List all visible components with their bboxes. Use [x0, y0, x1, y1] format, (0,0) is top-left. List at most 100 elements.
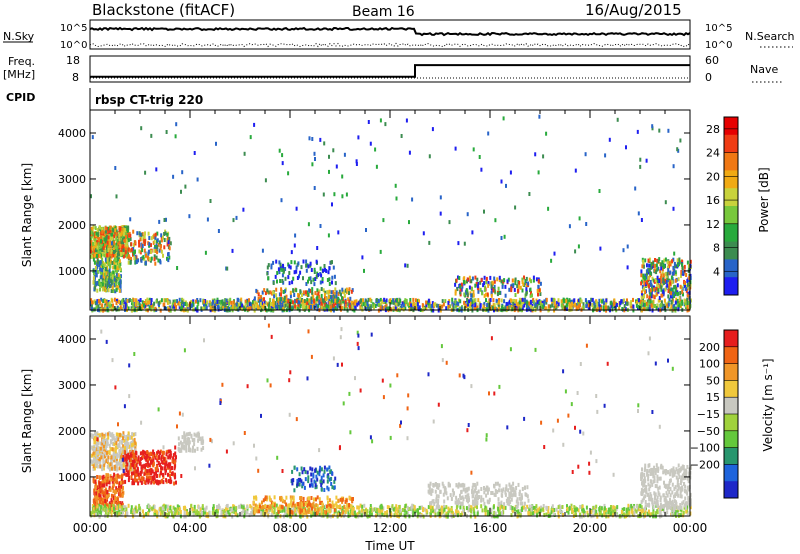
- range-cell: [156, 474, 158, 478]
- range-cell: [430, 304, 433, 308]
- range-cell: [649, 271, 652, 276]
- range-cell: [122, 248, 125, 252]
- range-cell: [502, 307, 505, 312]
- range-cell: [172, 505, 175, 510]
- range-cell: [105, 253, 107, 258]
- range-cell: [188, 214, 191, 219]
- range-cell: [348, 299, 351, 304]
- range-cell: [650, 265, 653, 270]
- range-cell: [669, 288, 671, 293]
- range-cell: [294, 304, 297, 309]
- range-cell: [261, 301, 263, 306]
- range-cell: [646, 294, 649, 299]
- colorbar-segment: [724, 188, 738, 207]
- range-cell: [460, 282, 463, 287]
- range-cell: [101, 483, 104, 488]
- range-cell: [105, 287, 108, 292]
- range-cell: [343, 152, 346, 157]
- range-cell: [362, 302, 365, 307]
- range-cell: [326, 278, 329, 282]
- range-cell: [173, 460, 176, 465]
- range-cell: [486, 303, 489, 308]
- range-cell: [679, 301, 681, 306]
- range-cell: [394, 183, 397, 188]
- range-cell: [232, 300, 235, 305]
- range-cell: [532, 297, 535, 302]
- range-cell: [600, 298, 602, 303]
- range-cell: [410, 307, 413, 312]
- range-cell: [113, 250, 115, 254]
- range-cell: [639, 157, 642, 162]
- range-cell: [619, 301, 622, 306]
- range-cell: [646, 263, 648, 268]
- range-cell: [145, 512, 148, 516]
- range-cell: [120, 503, 122, 508]
- range-cell: [131, 481, 134, 486]
- range-cell: [437, 303, 440, 308]
- range-cell: [121, 474, 124, 479]
- range-cell: [125, 466, 128, 471]
- range-cell: [324, 296, 326, 301]
- range-cell: [109, 254, 112, 259]
- range-cell: [677, 277, 680, 282]
- range-cell: [139, 461, 142, 466]
- range-cell: [526, 504, 529, 509]
- range-cell: [290, 300, 293, 305]
- range-cell: [115, 478, 118, 483]
- range-cell: [621, 507, 624, 512]
- range-cell: [127, 452, 130, 457]
- range-cell: [162, 450, 165, 455]
- range-cell: [338, 299, 341, 304]
- range-cell: [99, 500, 102, 504]
- range-cell: [152, 463, 155, 468]
- range-cell: [141, 306, 144, 311]
- range-cell: [379, 249, 382, 254]
- range-cell: [674, 285, 677, 290]
- range-cell: [173, 466, 176, 471]
- range-cell: [660, 266, 663, 271]
- range-cell: [652, 299, 655, 304]
- range-cell: [587, 306, 590, 311]
- range-cell: [181, 170, 184, 175]
- range-cell: [525, 276, 528, 281]
- range-cell: [95, 300, 98, 305]
- range-cell: [98, 280, 101, 285]
- range-cell: [343, 293, 346, 298]
- range-cell: [107, 244, 110, 249]
- range-cell: [116, 497, 119, 502]
- range-cell: [106, 281, 109, 286]
- range-cell: [381, 306, 384, 310]
- range-cell: [102, 272, 105, 277]
- range-cell: [90, 234, 93, 239]
- range-cell: [460, 287, 463, 292]
- range-cell: [395, 196, 398, 201]
- range-cell: [670, 304, 673, 309]
- range-cell: [121, 438, 124, 443]
- range-cell: [493, 284, 496, 289]
- range-cell: [643, 294, 646, 299]
- range-cell: [124, 479, 127, 484]
- range-cell: [94, 285, 97, 290]
- range-cell: [474, 298, 477, 303]
- range-cell: [338, 289, 341, 294]
- range-cell: [278, 305, 281, 310]
- range-cell: [680, 273, 682, 278]
- range-cell: [306, 301, 309, 306]
- range-cell: [660, 303, 662, 308]
- range-cell: [684, 281, 686, 285]
- range-cell: [334, 298, 337, 303]
- range-cell: [326, 290, 329, 295]
- range-cell: [112, 303, 114, 308]
- range-cell: [112, 247, 115, 252]
- range-cell: [240, 297, 243, 302]
- range-cell: [127, 503, 130, 508]
- range-cell: [664, 257, 667, 262]
- range-cell: [313, 186, 316, 190]
- range-cell: [415, 306, 418, 311]
- range-cell: [134, 467, 137, 472]
- range-cell: [681, 290, 684, 294]
- range-cell: [581, 305, 584, 310]
- range-cell: [126, 445, 128, 449]
- range-cell: [415, 302, 418, 307]
- range-cell: [610, 505, 612, 509]
